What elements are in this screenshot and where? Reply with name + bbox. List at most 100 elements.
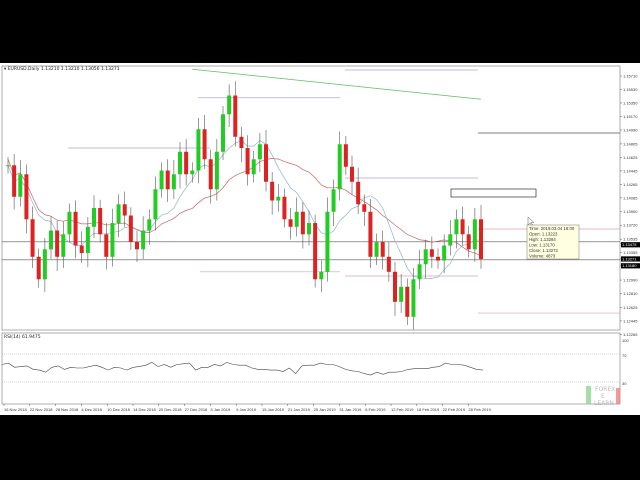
candle-body — [171, 174, 176, 190]
tooltip-close: Close: 1.13272 — [529, 248, 559, 253]
candle-body — [362, 204, 367, 212]
candle-body — [282, 196, 287, 220]
main-pane-frame — [1, 65, 621, 331]
candle-body — [429, 249, 434, 257]
tooltip-high: High: 1.13284 — [529, 237, 556, 242]
price-tick-label: 1.13355 — [623, 250, 638, 255]
date-tick-label: 15 Jan 2019 — [262, 407, 285, 412]
price-marker-label: 1.13271 — [622, 256, 637, 261]
price-tick-label: 1.15170 — [623, 114, 638, 119]
tooltip: Time: 2019.03.04 18:00 Open: 1.13223 Hig… — [526, 224, 580, 260]
candle-body — [405, 286, 410, 317]
ma-fast-line — [7, 140, 482, 279]
candle-body — [276, 196, 281, 201]
price-tick-label: 1.13900 — [623, 209, 638, 214]
price-tick-label: 1.14625 — [623, 155, 638, 160]
candle-body — [288, 219, 293, 227]
svg-text:LEARN: LEARN — [594, 400, 614, 407]
candle-body — [294, 211, 299, 227]
date-tick-label: 31 Jan 2019 — [339, 407, 362, 412]
candle-body — [423, 249, 428, 265]
candle-body — [239, 136, 244, 149]
candle-body — [153, 189, 158, 220]
candle-body — [221, 114, 225, 152]
candle-body — [399, 286, 404, 302]
candle-body — [325, 211, 330, 272]
candle-body — [374, 241, 379, 257]
price-marker — [621, 263, 640, 269]
price-tick-label: 1.15710 — [623, 73, 638, 78]
candle-body — [128, 215, 133, 242]
candle-body — [380, 241, 385, 257]
candle-body — [159, 170, 164, 190]
price-tick-label: 1.15350 — [623, 100, 638, 105]
candle-body — [85, 226, 90, 254]
candle-body — [110, 223, 115, 257]
horizontal-lines[interactable] — [2, 69, 620, 314]
candle-body — [49, 230, 53, 250]
candle-body — [184, 151, 189, 175]
time-axis: 16 Nov 2018 22 Nov 2018 28 Nov 2018 4 Dec 2… — [3, 404, 492, 412]
candle-body — [386, 256, 391, 272]
candle-body — [178, 151, 182, 175]
candle-body — [141, 230, 146, 250]
candle-body — [18, 174, 23, 197]
moving-averages — [7, 68, 482, 279]
cursor-icon — [527, 216, 535, 227]
rectangle-object[interactable] — [450, 188, 537, 198]
candle-body — [202, 129, 207, 160]
candle-body — [448, 234, 453, 246]
date-tick-label: 25 Jan 2019 — [314, 407, 337, 412]
candle-body — [165, 170, 170, 190]
date-tick-label: 14 Dec 2018 — [133, 407, 156, 412]
svg-text:FOREX: FOREX — [595, 386, 615, 393]
price-tick-label: 1.12810 — [623, 291, 638, 296]
candle-body — [135, 241, 139, 250]
candle-body — [42, 249, 47, 280]
candle-body — [270, 181, 275, 201]
date-tick-label: 28 Feb 2019 — [468, 407, 491, 412]
tooltip-low: Low: 1.13170 — [529, 243, 555, 248]
price-axis: 1.15710 1.15530 1.15350 1.15170 1.14990 1.148… — [620, 73, 640, 337]
price-marker — [621, 256, 640, 262]
price-tick-label: 1.14445 — [623, 168, 638, 173]
date-tick-label: 16 Nov 2018 — [4, 407, 27, 412]
price-marker-label: 1.13180 — [622, 263, 637, 268]
rsi-level-70: 70 — [622, 353, 627, 358]
rsi-label: RSI(14) 61.9475 — [4, 334, 41, 340]
candle-body — [92, 208, 96, 227]
candle-body — [331, 189, 336, 212]
price-marker-label: 1.13475 — [622, 242, 637, 247]
chart-header: ▾ EURUSD,Daily 1.13210 1.13210 1.13056 1… — [4, 66, 120, 72]
candle-body — [264, 144, 268, 182]
price-tick-label: 1.12625 — [623, 305, 638, 310]
rsi-line — [1, 362, 484, 376]
tooltip-volume: Volume: 4873 — [529, 254, 556, 259]
candle-body — [460, 219, 465, 235]
triangle-icon: ▾ — [4, 67, 8, 72]
price-tick-label: 1.12265 — [623, 332, 638, 337]
candle-body — [147, 219, 152, 231]
candle-body — [6, 165, 10, 167]
candle-body — [196, 129, 201, 171]
symbol-label: EURUSD,Daily — [8, 66, 40, 72]
candle-body — [337, 144, 342, 190]
candle-body — [208, 159, 213, 190]
price-tick-label: 1.14990 — [623, 127, 638, 132]
candle-body — [350, 166, 354, 182]
candle-body — [116, 204, 121, 224]
price-tick-label: 1.12990 — [623, 277, 638, 282]
date-tick-label: 18 Feb 2019 — [417, 407, 440, 412]
candle-body — [251, 159, 256, 175]
rsi-pane — [1, 353, 620, 383]
candle-body — [319, 271, 324, 280]
date-tick-label: 22 Feb 2019 — [443, 407, 466, 412]
candle-body — [257, 144, 262, 160]
price-tick-label: 1.15530 — [623, 87, 638, 92]
ma-slow-line — [7, 158, 482, 257]
candle-body — [313, 223, 318, 280]
rsi-level-100: 100 — [622, 338, 629, 343]
candle-body — [30, 219, 35, 257]
candle-body — [417, 264, 422, 280]
